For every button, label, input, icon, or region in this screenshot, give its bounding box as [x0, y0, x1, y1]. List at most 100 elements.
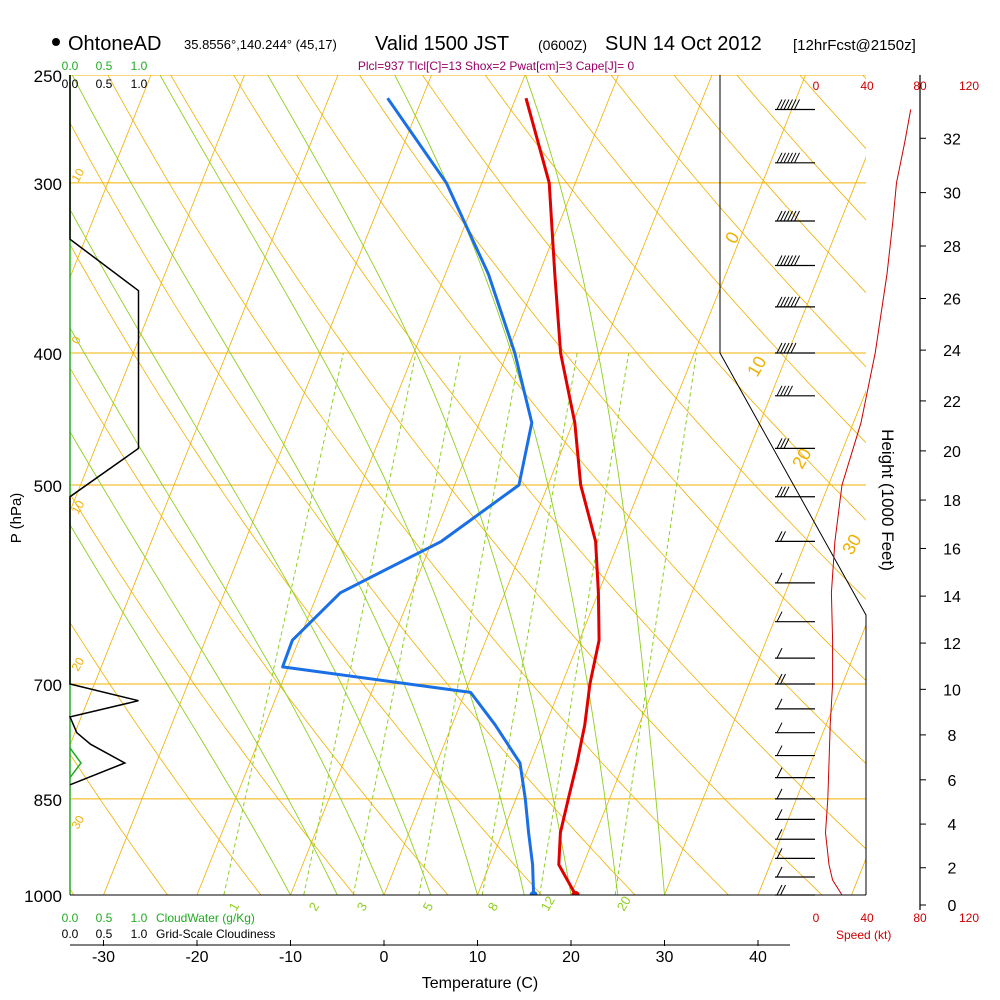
isotherm-label: 0	[721, 228, 743, 247]
wind-barb-flag	[794, 152, 800, 164]
isotherm-line	[570, 156, 866, 895]
dry-adiabat-line	[70, 243, 542, 895]
x-axis-title: Temperature (C)	[422, 975, 538, 992]
height-tick-label: 6	[948, 773, 957, 790]
moist-adiabat-line	[70, 208, 432, 895]
mixing-ratio-line	[352, 352, 462, 895]
pressure-tick-label: 500	[34, 477, 62, 496]
wind-speed-tick-label: 80	[913, 911, 927, 925]
mixing-ratio-line	[614, 352, 697, 895]
wind-barb	[775, 698, 815, 710]
wind-barb-flag	[783, 152, 790, 164]
wind-barb-flag	[776, 99, 783, 110]
sounding-indices: Plcl=937 Tlcl[C]=13 Shox=2 Pwat[cm]=3 Ca…	[358, 59, 635, 73]
temperature-line	[524, 97, 601, 895]
isotherm-label: 20	[68, 655, 87, 674]
temperature-tick-label: -30	[92, 949, 115, 966]
mixing-ratio-label: 12	[538, 893, 558, 913]
dry-adiabat-line	[421, 75, 866, 600]
wind-barb	[775, 572, 815, 584]
cloud-panel: 0.00.00.50.51.01.00.00.00.50.51.01.0	[62, 59, 148, 941]
profiles	[281, 97, 601, 895]
height-tick-label: 14	[943, 589, 961, 606]
wind-barb	[775, 788, 815, 800]
pressure-tick-label: 300	[34, 175, 62, 194]
wind-barb-flag	[780, 210, 786, 222]
cloudwater-tick-label: 1.0	[131, 911, 148, 925]
height-tick-label: 32	[943, 131, 961, 148]
wind-barb-flag	[780, 884, 786, 896]
wind-barb	[775, 809, 815, 820]
wind-barb	[775, 745, 815, 757]
wind-barb-flag	[783, 210, 790, 222]
wind-barb	[775, 438, 815, 450]
wind-barb-flag	[787, 152, 793, 164]
wind-barb-flag	[776, 698, 783, 710]
dry-adiabat-line	[484, 75, 866, 521]
wind-barb-flag	[780, 99, 786, 110]
wind-barb	[775, 342, 815, 354]
isotherm-label: 10	[68, 166, 87, 185]
dry-adiabat-line	[70, 753, 168, 895]
isotherm-line	[103, 75, 432, 895]
height-tick-label: 12	[943, 636, 961, 653]
isotherm-line	[70, 75, 339, 747]
mixing-ratio-line	[418, 352, 521, 895]
isotherm-label: 10	[743, 353, 770, 380]
dry-adiabat-line	[296, 75, 866, 765]
wind-barb-flag	[783, 486, 790, 497]
wind-barb-flag	[780, 296, 786, 308]
valid-zulu: (0600Z)	[538, 37, 587, 53]
wind-barb-flag	[780, 673, 786, 685]
isotherm-line	[477, 75, 806, 895]
wind-barb-flag	[794, 255, 800, 266]
height-tick-label: 0	[948, 898, 957, 915]
cloudiness-tick-label: 0.5	[96, 927, 113, 941]
wind-barb-flag	[776, 788, 783, 800]
dry-adiabat-line	[70, 621, 262, 895]
height-tick-label: 24	[943, 343, 961, 360]
moist-adiabat-line	[70, 327, 385, 895]
wind-barb-flag	[787, 342, 793, 354]
wind-barb-flag	[790, 255, 797, 266]
wind-barb-flag	[787, 296, 793, 308]
wind-panel-border	[719, 75, 867, 895]
isotherm-label: 0	[68, 333, 84, 346]
pressure-tick-label: 850	[34, 791, 62, 810]
moist-adiabat-line	[267, 75, 572, 895]
height-tick-label: 8	[948, 728, 957, 745]
wind-barb-flag	[776, 884, 783, 896]
wind-speed-tick-label: 120	[959, 79, 979, 93]
wind-barb-flag	[783, 99, 790, 110]
isotherm-line	[290, 75, 619, 895]
height-tick-label: 26	[943, 292, 961, 309]
dry-adiabat-line	[70, 493, 355, 895]
mixing-ratio-label: 20	[614, 893, 634, 913]
wind-barb-flag	[783, 296, 790, 308]
wind-barb	[775, 486, 815, 498]
surface-dewpoint-point	[529, 891, 538, 895]
pressure-tick-label: 1000	[24, 887, 62, 906]
wind-barb-flag	[776, 866, 783, 878]
wind-barb	[775, 210, 815, 222]
height-tick-label: 16	[943, 541, 961, 558]
height-tick-label: 2	[948, 861, 957, 878]
dry-adiabat-line	[610, 75, 866, 368]
wind-barb-flag	[776, 255, 783, 266]
height-axis-title: Height (1000 Feet)	[878, 429, 897, 571]
temperature-tick-label: 30	[656, 949, 674, 966]
wind-barb-flag	[787, 99, 793, 110]
wind-barb-flag	[776, 828, 783, 840]
moist-adiabat-line	[70, 523, 291, 895]
cloudwater-tick-label: 0.0	[62, 911, 79, 925]
wind-barb-flag	[780, 531, 786, 542]
wind-barb-flag	[780, 152, 786, 164]
wind-barb-flag	[776, 385, 783, 397]
wind-barb-flag	[783, 438, 790, 449]
station-marker-icon	[52, 38, 60, 46]
temperature-tick-label: 10	[469, 949, 487, 966]
wind-barb-flag	[776, 647, 783, 659]
height-tick-label: 10	[943, 682, 961, 699]
wind-barb-flag	[780, 255, 786, 266]
